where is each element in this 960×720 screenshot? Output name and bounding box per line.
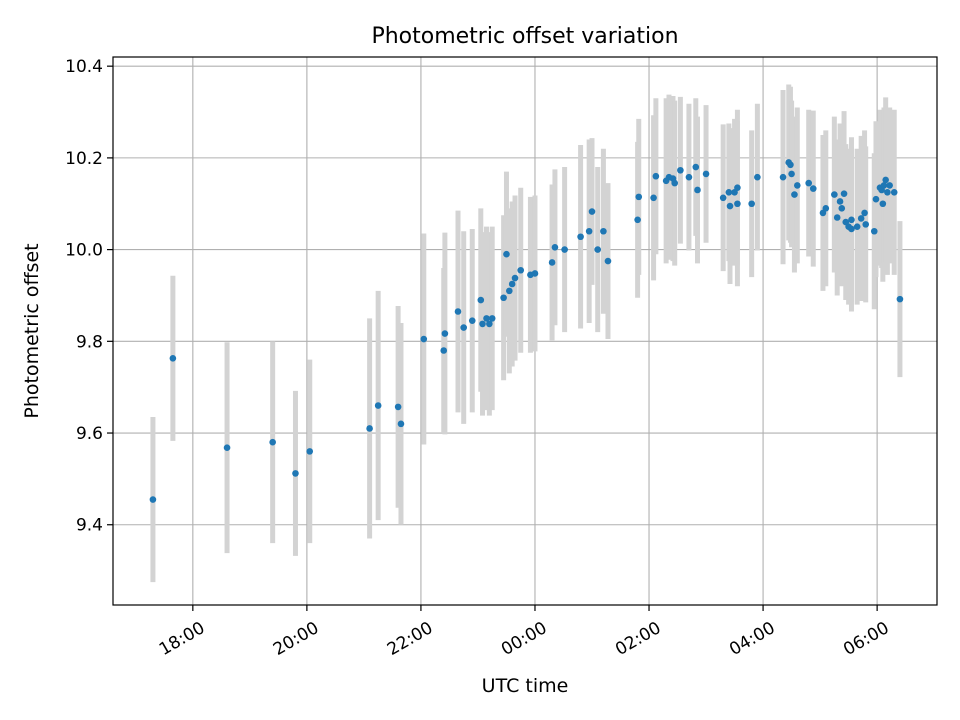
data-point — [840, 190, 848, 197]
data-point — [692, 163, 700, 171]
data-point — [585, 227, 593, 235]
data-point — [483, 315, 490, 322]
data-point — [374, 402, 382, 409]
data-point — [677, 166, 684, 174]
data-point — [292, 470, 299, 477]
data-point — [454, 308, 462, 315]
data-point — [702, 170, 710, 178]
y-tick-label: 9.8 — [76, 332, 103, 352]
data-point — [394, 403, 402, 411]
data-point — [872, 195, 880, 203]
data-point — [460, 324, 467, 331]
data-point — [366, 425, 373, 432]
x-axis-label: UTC time — [482, 675, 569, 697]
data-point — [848, 225, 855, 233]
data-point — [650, 194, 657, 202]
data-point — [441, 330, 449, 337]
data-point — [468, 317, 476, 324]
data-point — [397, 420, 405, 428]
data-point — [511, 274, 519, 282]
data-point — [500, 294, 507, 302]
data-point — [788, 170, 795, 178]
data-point — [861, 209, 868, 217]
data-point — [833, 214, 841, 221]
data-point — [880, 182, 888, 189]
y-tick-label: 10.2 — [65, 149, 103, 169]
data-point — [477, 296, 485, 304]
data-point — [831, 191, 838, 198]
data-point — [561, 246, 568, 253]
data-point — [594, 246, 602, 253]
chart-title: Photometric offset variation — [371, 24, 678, 49]
data-point — [793, 182, 801, 189]
data-point — [488, 315, 496, 322]
data-point — [694, 186, 701, 194]
data-point — [853, 223, 861, 230]
data-point — [503, 250, 510, 258]
data-point — [890, 188, 898, 196]
data-point — [882, 176, 889, 184]
y-tick-label: 10.4 — [65, 57, 103, 77]
data-point — [577, 233, 584, 241]
data-point — [149, 496, 157, 503]
data-point — [805, 179, 812, 187]
data-point — [836, 198, 844, 205]
data-point — [879, 200, 887, 208]
data-point — [754, 173, 761, 181]
data-point — [306, 448, 314, 455]
data-point — [604, 257, 612, 265]
data-point — [652, 172, 660, 180]
data-point — [822, 205, 830, 212]
data-point — [809, 185, 817, 192]
data-point — [857, 215, 865, 222]
data-point — [886, 182, 893, 189]
data-point — [517, 266, 525, 274]
data-point — [548, 259, 556, 266]
data-point — [838, 205, 846, 212]
data-point — [779, 173, 787, 181]
data-point — [223, 444, 231, 452]
data-point — [508, 280, 516, 288]
data-point — [719, 194, 727, 202]
data-point — [506, 287, 513, 295]
data-point — [551, 244, 559, 251]
data-point — [169, 354, 177, 362]
data-point — [634, 216, 641, 224]
data-point — [588, 208, 596, 215]
data-point — [896, 295, 904, 303]
data-point — [726, 202, 734, 210]
y-axis-ticks: 9.4 9.6 9.8 10.0 10.2 10.4 — [65, 57, 113, 536]
data-point — [531, 270, 539, 277]
y-tick-label: 10.0 — [65, 241, 103, 261]
data-point — [734, 184, 741, 191]
data-points — [149, 159, 904, 503]
y-tick-label: 9.6 — [76, 424, 103, 444]
data-point — [725, 188, 733, 196]
data-point — [486, 320, 493, 328]
y-axis-label: Photometric offset — [21, 243, 43, 418]
data-point — [734, 200, 741, 208]
data-point — [848, 216, 855, 224]
data-point — [600, 227, 607, 235]
data-point — [862, 221, 870, 228]
data-point — [635, 193, 643, 201]
data-point — [479, 320, 486, 328]
data-point — [420, 335, 428, 343]
data-point — [870, 227, 878, 235]
plot-frame — [112, 56, 938, 606]
data-point — [787, 161, 794, 169]
data-point — [269, 438, 276, 446]
data-point — [884, 188, 891, 196]
data-point — [748, 200, 755, 208]
data-point — [791, 191, 798, 198]
data-point — [685, 173, 693, 181]
y-tick-label: 9.4 — [76, 516, 103, 536]
data-point — [671, 179, 678, 187]
data-point — [440, 347, 448, 354]
